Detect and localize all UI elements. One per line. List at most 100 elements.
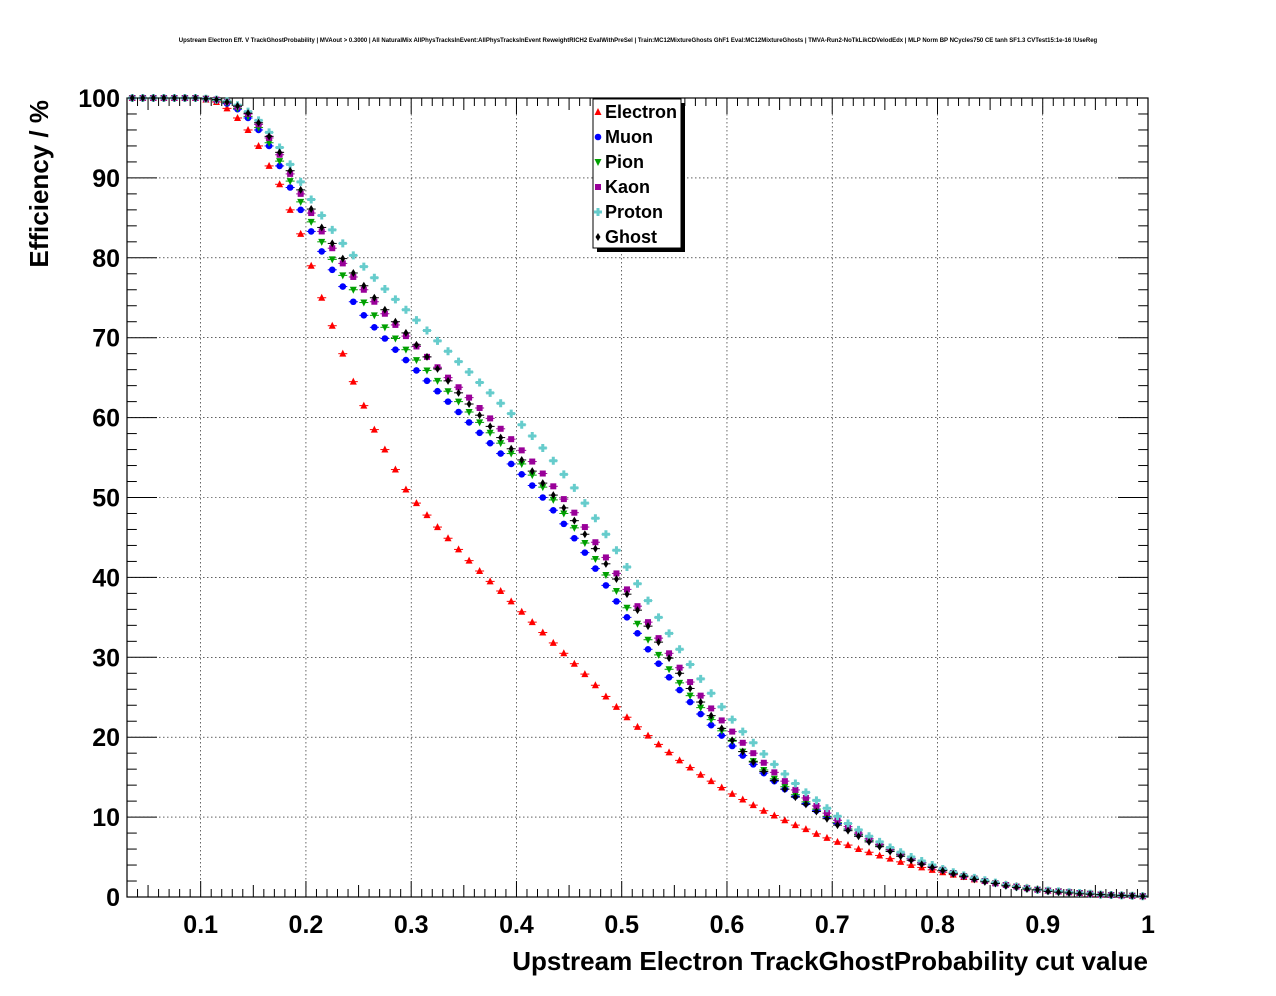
data-point <box>328 321 336 329</box>
y-tick-label: 100 <box>78 85 120 113</box>
data-point <box>823 833 831 841</box>
data-point <box>676 679 684 687</box>
data-point <box>487 422 493 431</box>
data-point <box>634 630 641 637</box>
data-point <box>1140 892 1146 901</box>
data-point <box>381 335 389 342</box>
data-point <box>402 485 410 493</box>
data-point <box>886 854 894 862</box>
data-point <box>603 559 609 568</box>
data-point <box>812 829 820 837</box>
data-point <box>666 654 672 663</box>
data-point <box>582 530 588 539</box>
data-point <box>718 732 726 739</box>
data-point <box>1056 888 1062 897</box>
data-point <box>477 411 483 420</box>
data-point <box>780 769 789 778</box>
data-point <box>497 450 504 457</box>
data-point <box>635 606 640 615</box>
legend-marker-electron <box>594 108 602 115</box>
data-point <box>940 866 946 875</box>
data-point <box>750 750 757 757</box>
data-point <box>265 139 273 147</box>
data-point <box>318 293 326 301</box>
x-tick-label: 0.2 <box>289 911 324 939</box>
data-point <box>822 804 831 813</box>
data-point <box>644 731 652 739</box>
data-point <box>508 436 515 443</box>
data-point <box>423 511 431 519</box>
data-point <box>340 254 346 263</box>
data-point <box>339 272 347 280</box>
y-tick-label: 80 <box>92 245 120 273</box>
data-point <box>622 563 631 572</box>
data-point <box>161 94 167 102</box>
data-point <box>140 94 146 102</box>
data-point <box>529 458 536 465</box>
data-point <box>371 324 378 331</box>
data-point <box>602 582 610 589</box>
data-point <box>338 239 347 248</box>
data-point <box>360 299 368 307</box>
data-point <box>898 852 904 861</box>
data-point <box>297 229 305 237</box>
data-point <box>296 177 305 186</box>
data-point <box>349 286 357 294</box>
data-point <box>496 399 505 408</box>
data-point <box>528 431 537 440</box>
data-point <box>517 420 526 429</box>
data-point <box>570 483 579 492</box>
data-point <box>455 384 462 391</box>
data-point <box>328 225 337 234</box>
data-point <box>612 587 620 595</box>
data-point <box>486 577 494 585</box>
data-point <box>687 684 693 693</box>
data-point <box>287 166 293 175</box>
data-point <box>654 613 663 622</box>
data-point <box>476 567 484 575</box>
data-point <box>549 456 558 465</box>
data-point <box>507 450 515 458</box>
data-point <box>412 316 421 325</box>
data-point <box>623 713 631 721</box>
data-point <box>275 143 284 152</box>
data-point <box>634 620 641 628</box>
data-point <box>802 825 810 833</box>
data-point <box>613 598 620 605</box>
data-point <box>349 377 357 385</box>
data-point <box>718 783 726 791</box>
data-point <box>455 408 462 416</box>
y-tick-label: 90 <box>92 165 120 193</box>
data-point <box>719 724 725 733</box>
data-point <box>359 262 368 271</box>
data-point <box>560 510 568 518</box>
data-point <box>266 132 272 141</box>
data-point <box>298 185 304 194</box>
data-point <box>486 388 495 397</box>
data-point <box>549 638 557 646</box>
data-point <box>1024 885 1030 894</box>
y-tick-label: 40 <box>92 564 120 592</box>
data-point <box>581 540 589 548</box>
legend-marker-pion <box>594 159 602 166</box>
data-point <box>507 597 515 605</box>
data-point <box>770 760 779 769</box>
data-point <box>350 268 356 277</box>
data-point <box>645 622 651 631</box>
data-point <box>308 205 314 214</box>
data-point <box>729 736 735 745</box>
data-point <box>844 819 853 828</box>
data-point <box>476 419 484 427</box>
legend-marker-ghost <box>595 233 601 241</box>
data-point <box>235 101 241 110</box>
data-point <box>792 793 798 802</box>
data-point <box>644 646 652 653</box>
data-point <box>328 256 336 264</box>
data-point <box>339 260 346 267</box>
data-point <box>581 549 589 556</box>
data-point <box>277 148 283 157</box>
data-point <box>1108 891 1114 900</box>
legend-items: Electron Muon Pion Kaon Proton Ghost <box>594 102 677 247</box>
data-point <box>740 747 746 756</box>
data-point <box>486 439 494 447</box>
